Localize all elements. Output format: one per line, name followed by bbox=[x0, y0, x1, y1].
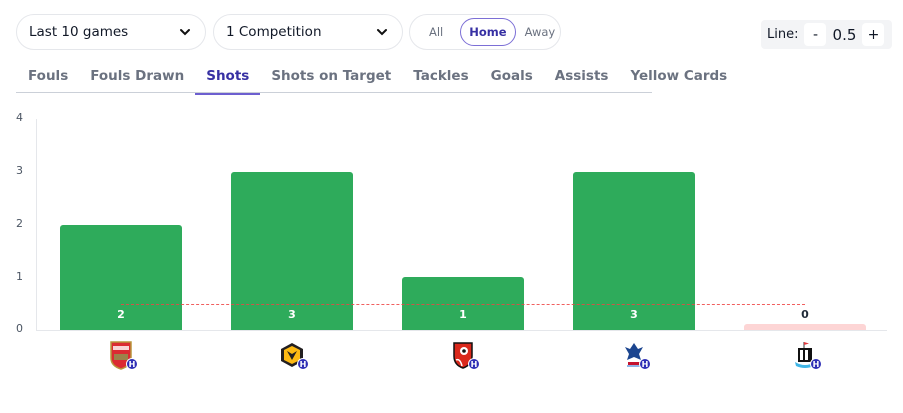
bar[interactable] bbox=[231, 171, 353, 330]
tab-tackles[interactable]: Tackles bbox=[413, 68, 469, 84]
tab-goals[interactable]: Goals bbox=[490, 68, 533, 84]
home-badge-icon: H bbox=[297, 358, 309, 370]
stat-tabs: Fouls Fouls Drawn Shots Shots on Target … bbox=[16, 62, 727, 95]
reference-line bbox=[121, 303, 805, 305]
tab-shots-on-target[interactable]: Shots on Target bbox=[271, 68, 392, 84]
line-value: 0.5 bbox=[832, 25, 857, 44]
games-filter-value: Last 10 games bbox=[29, 24, 129, 40]
y-tick: 3 bbox=[16, 164, 23, 177]
bournemouth-crest-icon: H bbox=[450, 340, 480, 370]
venue-all-button[interactable]: All bbox=[429, 25, 444, 39]
crystal-palace-crest-icon: H bbox=[621, 340, 651, 370]
arsenal-crest-icon: H bbox=[108, 340, 138, 370]
x-axis bbox=[36, 330, 887, 331]
venue-away-button[interactable]: Away bbox=[524, 25, 556, 39]
venue-toggle-group: All Home Away bbox=[409, 14, 561, 50]
shots-bar-chart: 4 3 2 1 0 2 H 3 H 1 H 3 H 0 H bbox=[0, 100, 903, 400]
wolves-crest-icon: H bbox=[279, 340, 309, 370]
bar[interactable] bbox=[573, 171, 695, 330]
home-badge-icon: H bbox=[639, 358, 651, 370]
home-badge-icon: H bbox=[810, 358, 822, 370]
bar-value-label: 1 bbox=[459, 308, 467, 321]
bar-value-label: 2 bbox=[117, 308, 125, 321]
y-tick: 0 bbox=[16, 322, 23, 335]
chevron-down-icon bbox=[180, 29, 190, 36]
bar-value-label: 3 bbox=[288, 308, 296, 321]
y-axis bbox=[36, 119, 37, 330]
y-tick: 4 bbox=[16, 111, 23, 124]
tab-yellow-cards[interactable]: Yellow Cards bbox=[630, 68, 728, 84]
tab-shots[interactable]: Shots bbox=[195, 62, 261, 95]
line-stepper: Line: - 0.5 + bbox=[761, 20, 892, 49]
line-decrement-button[interactable]: - bbox=[804, 23, 827, 46]
tab-fouls-drawn[interactable]: Fouls Drawn bbox=[90, 68, 185, 84]
y-tick: 1 bbox=[16, 270, 23, 283]
y-tick: 2 bbox=[16, 217, 23, 230]
home-badge-icon: H bbox=[468, 358, 480, 370]
chevron-down-icon bbox=[377, 29, 387, 36]
bar[interactable] bbox=[60, 224, 182, 330]
tab-fouls[interactable]: Fouls bbox=[28, 68, 69, 84]
home-badge-icon: H bbox=[126, 358, 138, 370]
line-label: Line: bbox=[767, 27, 799, 42]
competition-filter-dropdown[interactable]: 1 Competition bbox=[213, 14, 403, 50]
line-increment-button[interactable]: + bbox=[862, 23, 885, 46]
competition-filter-value: 1 Competition bbox=[226, 24, 322, 40]
bar-value-label: 3 bbox=[630, 308, 638, 321]
venue-home-button[interactable]: Home bbox=[460, 18, 516, 46]
tab-assists[interactable]: Assists bbox=[554, 68, 609, 84]
bar[interactable] bbox=[744, 324, 866, 330]
newcastle-crest-icon: H bbox=[792, 340, 822, 370]
games-filter-dropdown[interactable]: Last 10 games bbox=[16, 14, 206, 50]
bar-value-label: 0 bbox=[801, 308, 809, 321]
